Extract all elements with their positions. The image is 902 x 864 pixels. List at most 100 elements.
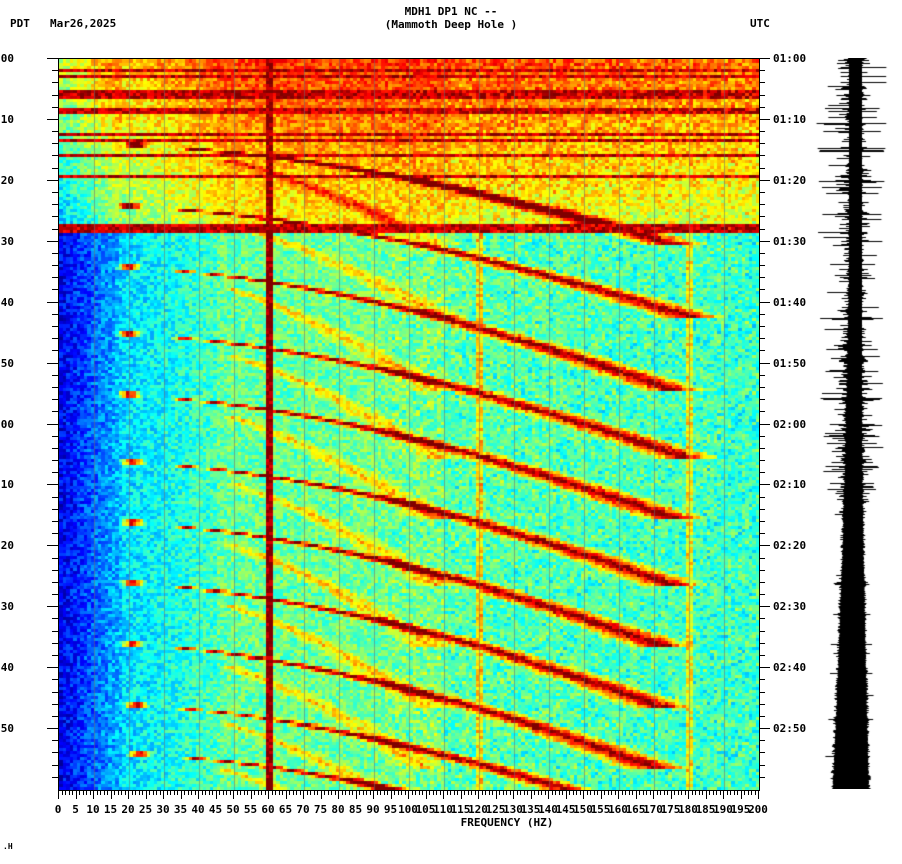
time-label-right: 02:10 [773,478,807,492]
frequency-label: 35 [173,803,188,816]
frequency-label: 105 [415,803,436,816]
time-tick-minor-right [759,654,765,656]
time-tick-minor-right [759,764,765,766]
frequency-tick-minor [646,790,647,795]
helicorder-trace [812,58,900,789]
frequency-tick-major [250,790,252,799]
frequency-tick-minor [509,790,511,795]
frequency-tick-major [163,790,164,799]
frequency-label: 15 [103,803,118,816]
frequency-axis-title-text: FREQUENCY (HZ) [460,816,554,829]
frequency-tick-major [390,790,392,799]
frequency-tick-minor [446,790,448,795]
frequency-tick-minor [254,790,255,795]
frequency-label: 85 [348,803,363,816]
frequency-tick-minor [394,790,395,795]
frequency-tick-major [320,790,322,799]
time-tick-minor-right [759,289,765,291]
time-tick-minor-left [52,143,58,145]
frequency-tick-minor [219,790,220,795]
time-tick-minor-right [759,106,765,108]
frequency-tick-minor [520,790,521,795]
frequency-tick-minor [121,790,122,795]
time-tick-minor-right [759,155,765,157]
frequency-tick-major [285,790,287,799]
time-tick-minor-right [759,228,765,230]
time-tick-minor-right [759,508,765,510]
time-label-right: 01:50 [773,356,807,370]
frequency-tick-minor [467,790,469,795]
spectrogram-image[interactable] [58,58,760,791]
frequency-tick-minor [135,790,136,795]
frequency-tick-minor [236,790,238,795]
time-label-left: 19:20 [0,539,14,553]
frequency-tick-minor [247,790,248,795]
frequency-tick-minor [317,790,318,795]
time-tick-minor-right [759,204,765,206]
frequency-tick-minor [341,790,343,795]
frequency-tick-minor [334,790,336,795]
time-tick-minor-right [759,594,765,596]
frequency-tick-major [758,790,759,799]
frequency-label: 80 [331,803,345,816]
frequency-tick-minor [453,790,455,795]
time-label-left: 19:10 [0,478,14,492]
frequency-tick-minor [558,790,560,795]
frequency-tick-minor [331,790,332,795]
time-tick-minor-right [759,679,765,681]
time-tick-minor-left [52,581,58,583]
time-label-right: 02:50 [773,722,807,736]
time-tick-minor-right [759,472,765,474]
time-tick-minor-right [759,460,765,462]
time-tick-minor-left [52,252,58,254]
frequency-tick-minor [457,790,458,795]
frequency-tick-major [478,790,479,799]
time-tick-minor-left [52,740,58,742]
frequency-tick-minor [593,790,595,795]
frequency-tick-major [688,790,689,799]
time-tick-major-left [47,423,58,425]
time-tick-minor-right [759,691,765,693]
time-tick-minor-left [52,654,58,656]
frequency-tick-minor [345,790,346,795]
time-tick-minor-left [52,313,58,315]
frequency-tick-minor [187,790,189,795]
time-tick-minor-left [52,204,58,206]
time-tick-minor-left [52,399,58,401]
date-label: Mar26,2025 [50,17,117,30]
frequency-tick-minor [170,790,171,795]
frequency-label: 165 [625,803,646,816]
frequency-tick-minor [492,790,493,795]
frequency-tick-minor [359,790,360,795]
frequency-label: 30 [156,803,170,816]
frequency-label: 55 [243,803,258,816]
frequency-tick-minor [751,790,752,795]
spectrogram-plot-area[interactable] [58,58,760,791]
frequency-tick-minor [590,790,591,795]
frequency-tick-minor [432,790,434,795]
time-tick-major-right [759,240,770,242]
time-tick-minor-left [52,82,58,84]
frequency-tick-major [670,790,672,799]
frequency-tick-minor [184,790,185,795]
frequency-tick-major [740,790,742,799]
frequency-tick-minor [271,790,273,795]
frequency-label: 120 [468,803,488,816]
frequency-tick-minor [159,790,161,795]
frequency-tick-major [618,790,619,799]
timezone-label-right: UTC [750,17,770,30]
frequency-tick-minor [201,790,203,795]
frequency-tick-major [75,790,77,799]
frequency-tick-minor [86,790,87,795]
frequency-tick-minor [621,790,623,795]
frequency-tick-major [268,790,269,799]
frequency-label: 200 [748,803,768,816]
time-tick-minor-right [759,82,765,84]
time-tick-minor-left [52,703,58,705]
frequency-tick-minor [131,790,133,795]
time-tick-major-left [47,484,58,486]
frequency-label: 70 [296,803,310,816]
time-tick-minor-right [759,252,765,254]
frequency-tick-minor [142,790,143,795]
frequency-tick-minor [572,790,574,795]
